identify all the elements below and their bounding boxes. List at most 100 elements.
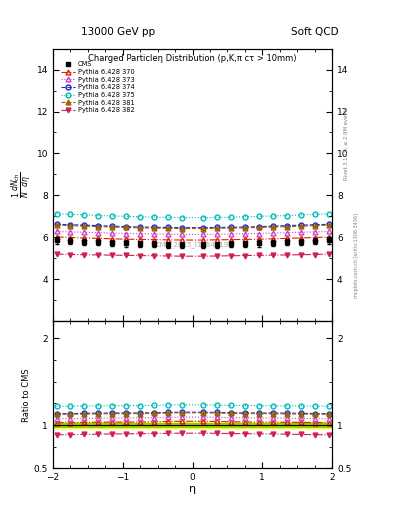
Pythia 6.428 370 [166,237,171,243]
Pythia 6.428 381 [229,225,233,231]
Pythia 6.428 370 [54,234,59,240]
Pythia 6.428 374 [215,224,219,230]
Pythia 6.428 370 [110,236,115,242]
Pythia 6.428 381 [152,225,156,231]
Pythia 6.428 370 [180,237,184,243]
Line: Pythia 6.428 373: Pythia 6.428 373 [54,229,331,237]
Pythia 6.428 373 [285,229,289,236]
Pythia 6.428 381 [82,223,87,229]
Pythia 6.428 374 [166,224,171,230]
Pythia 6.428 374 [312,222,317,228]
Pythia 6.428 373 [180,231,184,238]
Pythia 6.428 373 [229,231,233,237]
Pythia 6.428 375 [152,214,156,220]
Line: Pythia 6.428 381: Pythia 6.428 381 [54,223,331,231]
Pythia 6.428 382 [166,253,171,259]
Pythia 6.428 373 [166,231,171,237]
Line: Pythia 6.428 375: Pythia 6.428 375 [54,211,331,220]
Pythia 6.428 382 [242,252,247,259]
Pythia 6.428 381 [242,225,247,231]
Pythia 6.428 381 [54,222,59,228]
Pythia 6.428 381 [257,224,261,230]
Pythia 6.428 382 [96,252,101,258]
Pythia 6.428 370 [138,237,143,243]
Pythia 6.428 375 [298,212,303,218]
Pythia 6.428 370 [326,234,331,240]
Pythia 6.428 374 [180,225,184,231]
Bar [53,421,332,430]
Pythia 6.428 370 [312,234,317,241]
Pythia 6.428 373 [152,231,156,237]
Pythia 6.428 375 [124,214,129,220]
Pythia 6.428 382 [180,253,184,259]
Pythia 6.428 374 [201,225,206,231]
Pythia 6.428 373 [110,230,115,236]
Pythia 6.428 374 [110,223,115,229]
Pythia 6.428 373 [201,231,206,238]
Line: Pythia 6.428 370: Pythia 6.428 370 [54,234,331,243]
Pythia 6.428 381 [110,224,115,230]
Pythia 6.428 370 [270,236,275,242]
Pythia 6.428 381 [96,224,101,230]
Pythia 6.428 374 [229,224,233,230]
Pythia 6.428 382 [312,251,317,258]
Pythia 6.428 382 [201,253,206,259]
Pythia 6.428 373 [242,231,247,237]
Pythia 6.428 382 [54,251,59,257]
Pythia 6.428 375 [242,214,247,220]
Text: Soft QCD: Soft QCD [290,27,338,37]
Pythia 6.428 382 [257,252,261,259]
Pythia 6.428 375 [138,214,143,220]
Pythia 6.428 375 [215,215,219,221]
Pythia 6.428 373 [312,229,317,235]
Pythia 6.428 373 [326,228,331,234]
Pythia 6.428 381 [312,223,317,229]
Pythia 6.428 382 [138,252,143,259]
Pythia 6.428 381 [270,224,275,230]
Pythia 6.428 375 [229,214,233,220]
Pythia 6.428 375 [54,211,59,217]
Pythia 6.428 370 [82,235,87,241]
Pythia 6.428 382 [285,252,289,258]
Pythia 6.428 382 [68,251,73,258]
Pythia 6.428 373 [257,230,261,237]
Pythia 6.428 374 [298,222,303,228]
Pythia 6.428 374 [68,222,73,228]
Pythia 6.428 373 [96,229,101,236]
Pythia 6.428 373 [298,229,303,236]
Pythia 6.428 370 [215,237,219,243]
Pythia 6.428 381 [298,223,303,229]
Pythia 6.428 370 [68,234,73,241]
Pythia 6.428 374 [270,223,275,229]
Pythia 6.428 370 [96,236,101,242]
Text: CMS_2015_I1384119: CMS_2015_I1384119 [156,242,229,248]
Pythia 6.428 375 [68,211,73,217]
Pythia 6.428 370 [285,236,289,242]
Pythia 6.428 370 [124,236,129,242]
Pythia 6.428 382 [124,252,129,259]
Legend: CMS, Pythia 6.428 370, Pythia 6.428 373, Pythia 6.428 374, Pythia 6.428 375, Pyt: CMS, Pythia 6.428 370, Pythia 6.428 373,… [59,60,136,115]
Pythia 6.428 374 [82,222,87,228]
Pythia 6.428 381 [138,225,143,231]
Text: Rivet 3.1.10, ≥ 2.9M events: Rivet 3.1.10, ≥ 2.9M events [344,106,349,180]
Line: Pythia 6.428 374: Pythia 6.428 374 [54,222,331,230]
Y-axis label: $\frac{1}{N}\frac{dN_\mathrm{ch}}{d\eta}$: $\frac{1}{N}\frac{dN_\mathrm{ch}}{d\eta}… [10,172,35,198]
Y-axis label: Ratio to CMS: Ratio to CMS [22,368,31,422]
Pythia 6.428 375 [201,215,206,221]
Pythia 6.428 374 [152,224,156,230]
Pythia 6.428 373 [82,229,87,236]
Pythia 6.428 373 [138,231,143,237]
Pythia 6.428 382 [229,253,233,259]
Pythia 6.428 374 [124,224,129,230]
Pythia 6.428 382 [82,251,87,258]
Pythia 6.428 374 [326,221,331,227]
Pythia 6.428 373 [54,228,59,234]
Pythia 6.428 374 [96,223,101,229]
Pythia 6.428 375 [326,211,331,217]
Pythia 6.428 375 [312,211,317,217]
Pythia 6.428 375 [96,212,101,219]
Pythia 6.428 373 [124,230,129,237]
Pythia 6.428 381 [68,223,73,229]
Pythia 6.428 381 [215,225,219,231]
Pythia 6.428 381 [180,225,184,231]
